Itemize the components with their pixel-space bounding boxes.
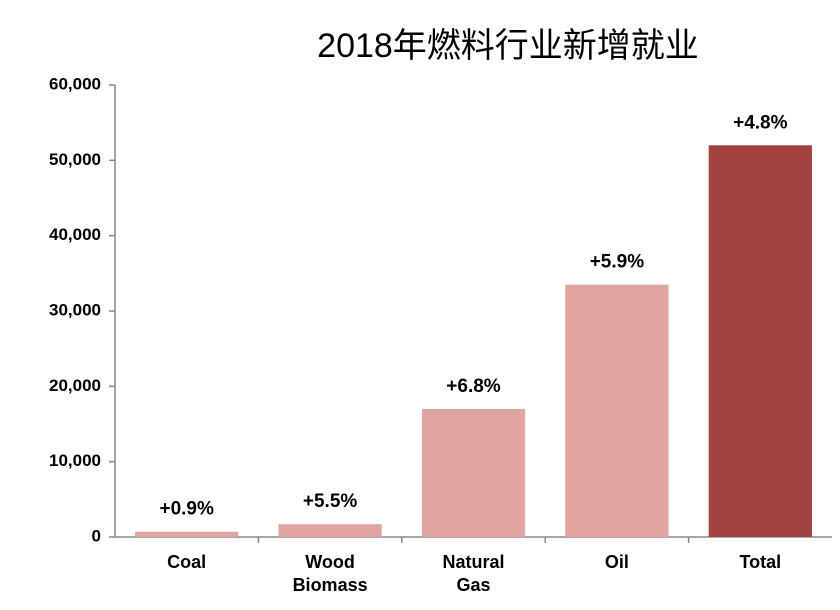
y-tick-label: 20,000 xyxy=(49,376,101,395)
y-tick-label: 40,000 xyxy=(49,225,101,244)
bar xyxy=(708,145,812,537)
bar-annotation: +6.8% xyxy=(446,376,501,397)
bar xyxy=(278,524,382,537)
bar-annotation: +5.5% xyxy=(303,491,358,512)
y-tick-label: 60,000 xyxy=(49,74,101,93)
bar-annotation: +0.9% xyxy=(159,499,214,520)
bar xyxy=(135,531,239,537)
bar xyxy=(421,408,526,537)
x-tick-label: Oil xyxy=(604,552,629,572)
y-tick-label: 50,000 xyxy=(49,150,101,169)
x-tick-label: Coal xyxy=(167,552,207,572)
bar-annotation: +5.9% xyxy=(590,252,645,273)
x-tick-label: Wood Biomass xyxy=(292,552,368,595)
x-tick-label: Total xyxy=(739,552,782,572)
chart-title: 2018年燃料行业新增就业 xyxy=(317,27,699,65)
y-tick-label: 10,000 xyxy=(49,451,101,470)
bar-annotation: +4.8% xyxy=(733,112,788,133)
y-tick-label: 0 xyxy=(92,526,101,545)
x-tick-label: Natural Gas xyxy=(442,552,505,595)
bar xyxy=(565,284,669,537)
y-tick-label: 30,000 xyxy=(49,300,101,319)
